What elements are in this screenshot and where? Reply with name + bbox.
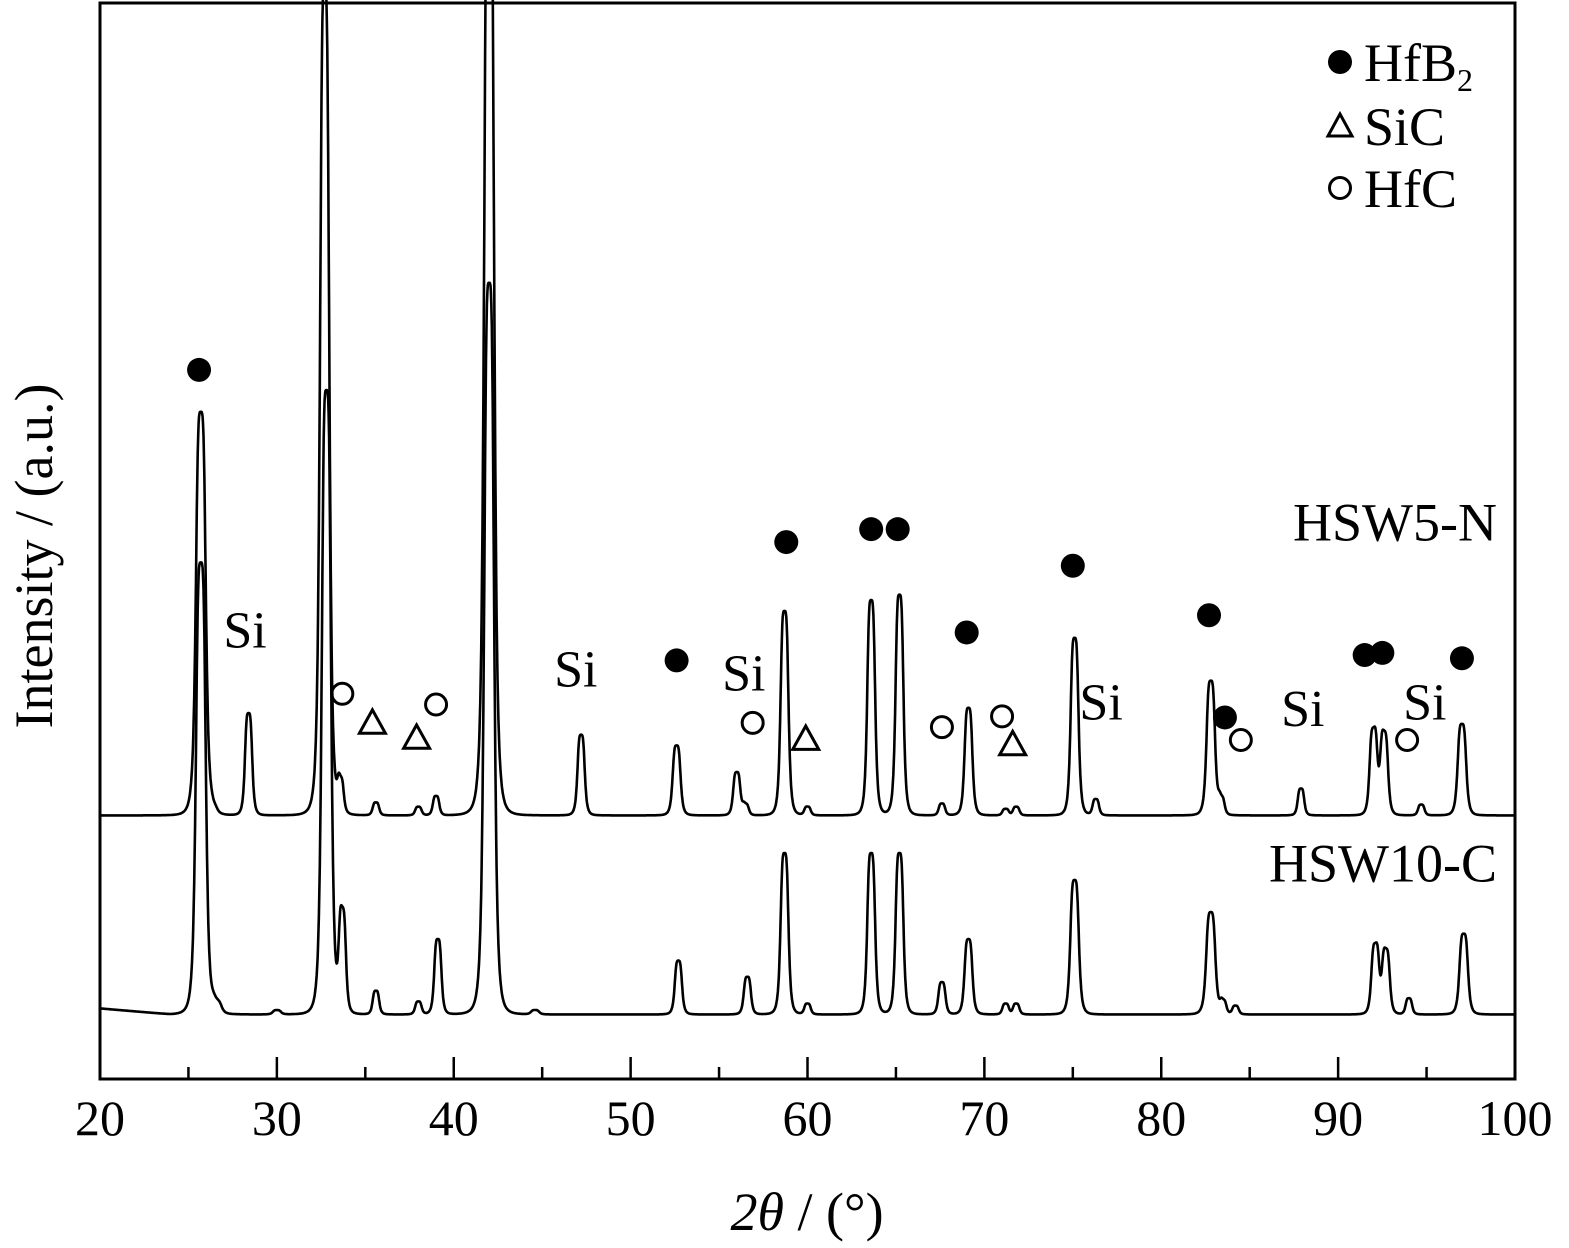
x-axis-label-italic: 2θ	[730, 1182, 784, 1242]
x-tick-label: 100	[1478, 1090, 1553, 1146]
legend-hfb2-icon	[1328, 50, 1352, 74]
x-tick-label: 40	[429, 1090, 479, 1146]
hfb2-marker	[859, 517, 884, 542]
si-peak-label: Si	[223, 603, 266, 660]
series-line-hsw10-c	[99, 281, 1516, 1016]
si-peak-label: Si	[554, 641, 597, 698]
x-tick-label: 80	[1136, 1090, 1186, 1146]
hfb2-marker	[1352, 643, 1377, 668]
si-peak-label: Si	[1281, 681, 1324, 738]
si-peak-label: Si	[1403, 675, 1446, 732]
hfc-marker	[990, 704, 1015, 729]
si-peak-label: Si	[722, 646, 765, 703]
x-tick-label: 60	[783, 1090, 833, 1146]
legend-label: HfB2	[1364, 33, 1473, 98]
hfb2-marker	[1370, 640, 1395, 665]
x-axis-label-unit: / (°)	[784, 1182, 884, 1242]
hfc-marker	[740, 710, 765, 735]
hfc-marker	[929, 715, 954, 740]
x-tick-label: 90	[1313, 1090, 1363, 1146]
y-axis-label: Intensity / (a.u.)	[4, 384, 64, 729]
hfc-marker	[1395, 728, 1420, 753]
peak-markers	[187, 357, 1474, 757]
sic-marker	[401, 721, 433, 750]
legend-sic-icon	[1325, 110, 1355, 138]
hfb2-marker	[1449, 646, 1474, 671]
sic-marker	[997, 728, 1029, 757]
legend-hfc-icon	[1328, 176, 1352, 200]
hfb2-marker	[954, 620, 979, 645]
series-label: HSW5-N	[1293, 492, 1497, 552]
x-tick-label: 20	[75, 1090, 125, 1146]
legend-label: SiC	[1364, 97, 1445, 157]
hfb2-marker	[187, 357, 212, 382]
series-label: HSW10-C	[1269, 834, 1497, 894]
si-peak-label: Si	[1079, 675, 1122, 732]
series-line-hsw5-n	[99, 0, 1516, 817]
x-tick-label: 70	[959, 1090, 1009, 1146]
x-tick-label: 50	[606, 1090, 656, 1146]
hfb2-marker	[1060, 553, 1085, 578]
hfc-marker	[424, 692, 449, 717]
legend-label: HfC	[1364, 159, 1457, 219]
hfb2-marker	[1197, 603, 1222, 628]
hfb2-marker	[885, 517, 910, 542]
hfc-marker	[330, 681, 355, 706]
series-lines	[99, 0, 1516, 1016]
hfc-marker	[1228, 728, 1253, 753]
hfb2-marker	[664, 648, 689, 673]
x-axis-tick-labels: 20 30 40 50 60 70 80 90 100	[75, 1090, 1553, 1146]
x-tick-label: 30	[252, 1090, 302, 1146]
hfb2-marker	[774, 530, 799, 555]
sic-marker	[356, 706, 388, 735]
x-axis-label: 2θ / (°)	[730, 1182, 883, 1242]
annotation-labels: Si Si Si Si Si Si HSW5-N HSW10-C	[223, 492, 1497, 893]
x-axis-ticks	[98, 1057, 1517, 1079]
sic-marker	[790, 722, 822, 751]
hfb2-marker	[1212, 705, 1237, 730]
